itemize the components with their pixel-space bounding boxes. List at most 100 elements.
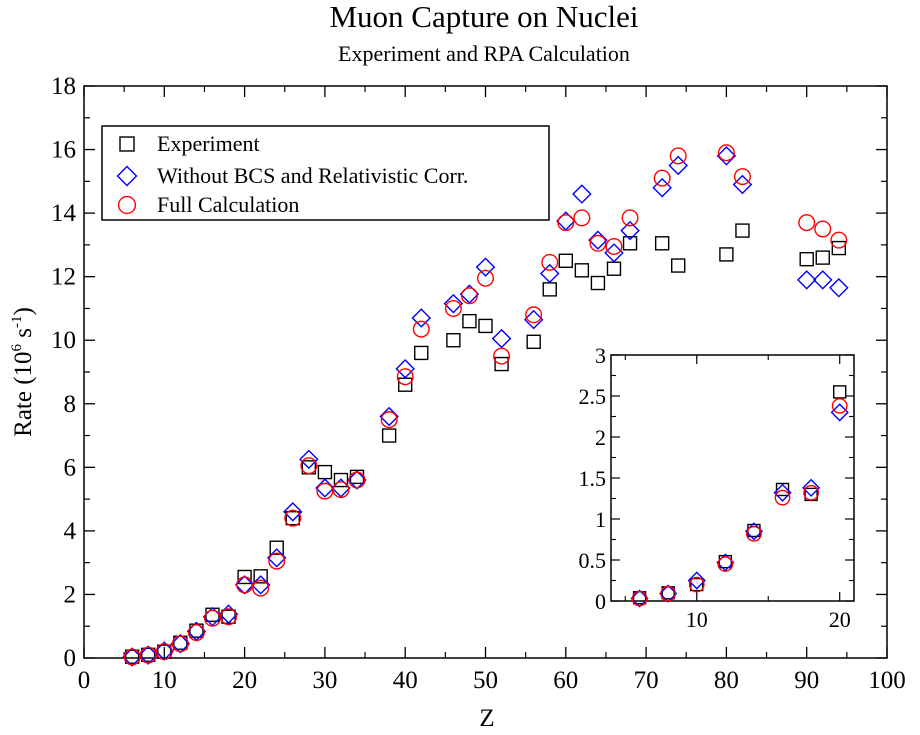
legend-box: [101, 125, 550, 221]
legend-label-full-calculation: Full Calculation: [157, 192, 299, 217]
point-experiment: [735, 223, 750, 238]
point-without-bcs-and-relativistic-corr: [443, 293, 464, 314]
point-experiment: [317, 464, 333, 480]
point-experiment: [124, 649, 140, 664]
inset-point-full-calculation: [774, 489, 791, 506]
point-full-calculation: [252, 579, 270, 597]
inset-point-experiment: [690, 577, 704, 592]
inset-y-tick-label: 0.5: [579, 548, 607, 573]
point-experiment: [446, 333, 461, 348]
y-tick-label: 0: [64, 645, 77, 672]
point-experiment: [831, 240, 847, 256]
x-tick-label: 60: [553, 667, 578, 694]
point-experiment: [590, 275, 606, 291]
point-full-calculation: [733, 168, 751, 186]
x-tick-label: 20: [232, 667, 257, 694]
inset-x-tick-label: 20: [829, 607, 851, 632]
point-full-calculation: [348, 471, 366, 489]
inset-point-full-calculation: [631, 590, 648, 607]
point-experiment: [141, 647, 156, 663]
point-full-calculation: [798, 214, 816, 232]
y-tick-label: 10: [51, 327, 76, 354]
point-full-calculation: [525, 306, 543, 324]
inset-data-points: [630, 385, 849, 608]
point-without-bcs-and-relativistic-corr: [572, 184, 592, 204]
point-full-calculation: [460, 287, 478, 305]
legend-marker-without-bcs-and-relativistic-corr: [116, 165, 138, 187]
x-tick-label: 40: [393, 667, 418, 694]
chart-title: Muon Capture on Nuclei: [329, 0, 638, 34]
legend-markers: [116, 136, 138, 215]
point-experiment: [606, 261, 622, 276]
x-axis-label: Z: [479, 705, 494, 732]
point-full-calculation: [814, 220, 832, 238]
legend-marker-full-calculation: [117, 195, 137, 215]
point-experiment: [478, 318, 493, 334]
inset-point-without-bcs-and-relativistic-corr: [802, 478, 821, 497]
y-axis-label-prefix: Rate (10: [10, 351, 37, 436]
point-full-calculation: [573, 209, 591, 227]
point-experiment: [414, 345, 429, 361]
inset-y-tick-label: 1: [595, 507, 606, 532]
point-full-calculation: [139, 646, 157, 664]
inset-y-tick-label: 3: [595, 343, 606, 368]
point-experiment: [462, 313, 477, 329]
point-full-calculation: [541, 253, 559, 271]
point-full-calculation: [300, 457, 318, 475]
point-full-calculation: [332, 481, 350, 499]
point-full-calculation: [187, 624, 205, 642]
inset-point-without-bcs-and-relativistic-corr: [630, 589, 649, 608]
x-tick-label: 100: [868, 667, 906, 694]
y-tick-label: 16: [51, 137, 76, 164]
point-without-bcs-and-relativistic-corr: [234, 575, 255, 595]
point-without-bcs-and-relativistic-corr: [491, 328, 512, 349]
point-experiment: [526, 334, 541, 350]
point-without-bcs-and-relativistic-corr: [138, 645, 159, 665]
point-without-bcs-and-relativistic-corr: [716, 146, 737, 166]
point-full-calculation: [621, 209, 639, 227]
inset-point-full-calculation: [717, 556, 734, 572]
point-experiment: [719, 247, 734, 262]
point-full-calculation: [412, 320, 430, 338]
point-without-bcs-and-relativistic-corr: [796, 270, 817, 290]
point-without-bcs-and-relativistic-corr: [620, 220, 640, 241]
point-full-calculation: [669, 147, 687, 165]
main-data-points: [122, 144, 849, 667]
legend: Experiment Without BCS and Relativistic …: [101, 125, 550, 221]
point-without-bcs-and-relativistic-corr: [539, 263, 560, 284]
y-tick-label: 6: [64, 454, 77, 481]
point-experiment: [157, 644, 172, 659]
point-without-bcs-and-relativistic-corr: [283, 502, 303, 522]
inset-point-experiment: [833, 385, 847, 399]
point-without-bcs-and-relativistic-corr: [588, 230, 608, 250]
point-experiment: [558, 253, 573, 268]
point-without-bcs-and-relativistic-corr: [475, 257, 496, 277]
x-tick-label: 50: [473, 667, 498, 694]
y-tick-label: 4: [64, 518, 77, 545]
point-full-calculation: [493, 347, 511, 365]
inset-point-full-calculation: [660, 585, 677, 602]
inset-plot: 10 20 0 0.5 1 1.5 2 2.5 3: [579, 343, 855, 632]
inset-x-tick-label: 10: [686, 607, 708, 632]
point-full-calculation: [284, 509, 302, 527]
y-tick-label: 2: [64, 581, 77, 608]
x-tick-label: 80: [714, 667, 739, 694]
inset-y-tick-label: 2: [595, 425, 606, 450]
inset-point-experiment: [775, 482, 790, 497]
point-without-bcs-and-relativistic-corr: [829, 278, 849, 298]
chart-subtitle: Experiment and RPA Calculation: [338, 41, 630, 66]
point-experiment: [269, 540, 284, 555]
point-without-bcs-and-relativistic-corr: [411, 308, 432, 328]
legend-marker-experiment: [119, 136, 135, 152]
point-full-calculation: [236, 576, 254, 594]
point-full-calculation: [477, 269, 495, 287]
point-full-calculation: [380, 411, 398, 429]
point-full-calculation: [830, 231, 848, 249]
inset-y-tick-label: 1.5: [579, 466, 607, 491]
point-experiment: [574, 263, 590, 278]
x-tick-label: 10: [152, 667, 177, 694]
inset-point-full-calculation: [803, 484, 820, 501]
inset-y-tick-label: 2.5: [579, 384, 607, 409]
y-tick-label: 14: [51, 200, 77, 227]
